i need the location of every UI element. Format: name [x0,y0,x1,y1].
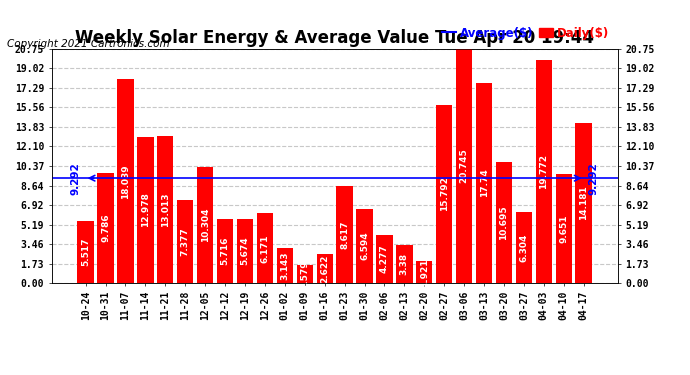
Text: 3.38: 3.38 [400,253,409,275]
Text: 9.786: 9.786 [101,213,110,242]
Bar [317,254,333,283]
Text: 5.674: 5.674 [241,237,250,266]
Title: Weekly Solar Energy & Average Value Tue Apr 20 19:44: Weekly Solar Energy & Average Value Tue … [75,29,594,47]
Text: 3.143: 3.143 [280,251,289,280]
Text: 9.292: 9.292 [589,162,599,195]
Text: 20.745: 20.745 [460,148,469,183]
Bar [117,80,134,283]
Text: 5.716: 5.716 [221,237,230,265]
Text: 9.292: 9.292 [70,162,81,195]
Bar [476,83,492,283]
Bar [436,105,453,283]
Bar [535,60,552,283]
Text: 19.772: 19.772 [540,154,549,189]
Text: 14.181: 14.181 [579,186,588,220]
Text: 4.277: 4.277 [380,244,389,273]
Bar [555,174,572,283]
Text: 1.921: 1.921 [420,258,428,286]
Bar [77,221,94,283]
Text: 12.978: 12.978 [141,192,150,227]
Text: 6.171: 6.171 [260,234,269,262]
Text: 5.517: 5.517 [81,238,90,266]
Text: 15.792: 15.792 [440,177,449,212]
Bar [456,49,473,283]
Text: 8.617: 8.617 [340,220,349,249]
Text: 6.304: 6.304 [520,233,529,262]
Bar [396,245,413,283]
Bar [337,186,353,283]
Bar [137,136,154,283]
Bar [177,200,193,283]
Bar [575,123,592,283]
Text: Copyright 2021 Cartronics.com: Copyright 2021 Cartronics.com [7,39,170,50]
Text: 6.594: 6.594 [360,232,369,260]
Text: 2.622: 2.622 [320,254,329,282]
Bar [257,213,273,283]
Bar [376,235,393,283]
Bar [297,265,313,283]
Text: 10.304: 10.304 [201,208,210,242]
Text: 1.579: 1.579 [300,260,309,288]
Text: 13.013: 13.013 [161,192,170,227]
Bar [237,219,253,283]
Bar [496,162,512,283]
Bar [197,167,213,283]
Legend: Average($), Daily($): Average($), Daily($) [440,24,611,42]
Bar [416,261,433,283]
Bar [277,248,293,283]
Text: 9.651: 9.651 [559,214,569,243]
Text: 17.74: 17.74 [480,168,489,197]
Text: 18.039: 18.039 [121,164,130,198]
Text: 7.377: 7.377 [181,227,190,256]
Bar [157,136,173,283]
Text: 10.695: 10.695 [500,206,509,240]
Bar [217,219,233,283]
Bar [97,172,114,283]
Bar [515,212,532,283]
Bar [356,209,373,283]
